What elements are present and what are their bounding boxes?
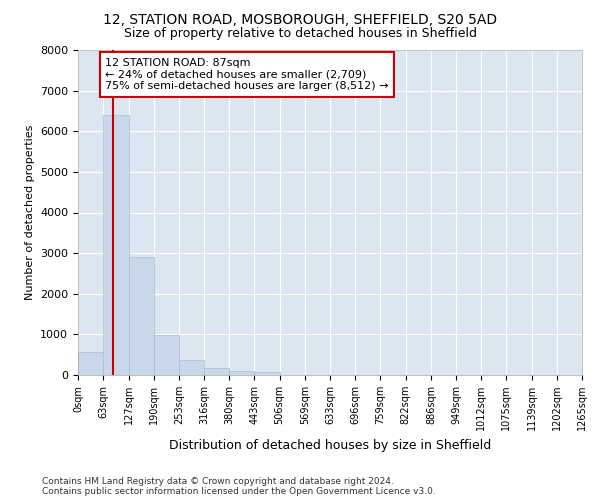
Text: 12, STATION ROAD, MOSBOROUGH, SHEFFIELD, S20 5AD: 12, STATION ROAD, MOSBOROUGH, SHEFFIELD,… xyxy=(103,12,497,26)
Text: Size of property relative to detached houses in Sheffield: Size of property relative to detached ho… xyxy=(124,28,476,40)
Bar xyxy=(179,360,204,375)
Text: Contains HM Land Registry data © Crown copyright and database right 2024.: Contains HM Land Registry data © Crown c… xyxy=(42,477,394,486)
Bar xyxy=(78,352,103,375)
Text: 12 STATION ROAD: 87sqm
← 24% of detached houses are smaller (2,709)
75% of semi-: 12 STATION ROAD: 87sqm ← 24% of detached… xyxy=(105,58,389,91)
Bar xyxy=(254,372,280,375)
Bar xyxy=(154,336,179,375)
Y-axis label: Number of detached properties: Number of detached properties xyxy=(25,125,35,300)
Bar xyxy=(204,368,229,375)
Bar xyxy=(229,371,254,375)
X-axis label: Distribution of detached houses by size in Sheffield: Distribution of detached houses by size … xyxy=(169,438,491,452)
Text: Contains public sector information licensed under the Open Government Licence v3: Contains public sector information licen… xyxy=(42,487,436,496)
Bar xyxy=(103,115,128,375)
Bar xyxy=(128,257,154,375)
